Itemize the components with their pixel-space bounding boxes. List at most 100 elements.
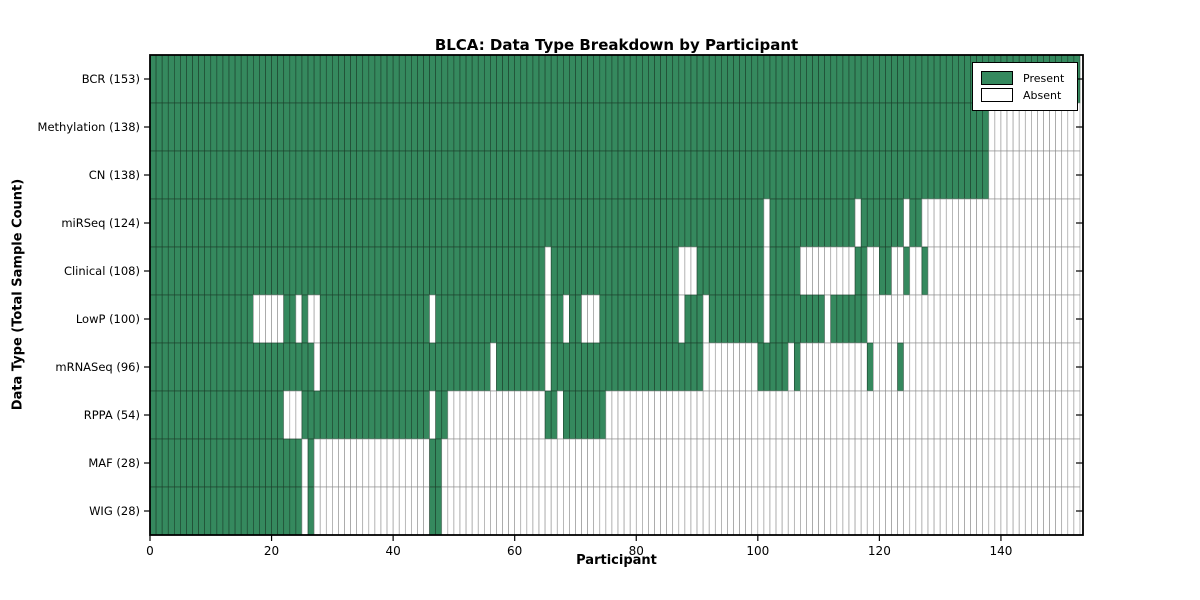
heatmap-cell xyxy=(708,390,716,440)
heatmap-cell xyxy=(617,342,625,392)
heatmap-cell xyxy=(496,294,503,344)
heatmap-cell xyxy=(721,150,728,200)
heatmap-cell xyxy=(246,342,254,392)
heatmap-cell xyxy=(575,102,582,152)
heatmap-cell xyxy=(216,342,224,392)
heatmap-cell xyxy=(836,198,844,248)
heatmap-cell xyxy=(751,198,759,248)
heatmap-cell xyxy=(186,54,193,104)
heatmap-cell xyxy=(818,54,825,104)
heatmap-cell xyxy=(982,342,990,392)
heatmap-cell xyxy=(654,246,661,296)
heatmap-cell xyxy=(964,198,971,248)
heatmap-cell xyxy=(544,390,552,440)
heatmap-cell xyxy=(775,342,783,392)
heatmap-cell xyxy=(417,102,424,152)
heatmap-cell xyxy=(629,150,637,200)
heatmap-cell xyxy=(477,342,485,392)
heatmap-cell xyxy=(927,390,935,440)
heatmap-cell xyxy=(259,342,266,392)
heatmap-cell xyxy=(398,342,406,392)
heatmap-cell xyxy=(593,150,601,200)
heatmap-cell xyxy=(642,486,649,536)
heatmap-cell xyxy=(866,342,874,392)
heatmap-cell xyxy=(496,246,503,296)
heatmap-cell xyxy=(952,102,959,152)
heatmap-cell xyxy=(569,294,576,344)
heatmap-cell xyxy=(1037,198,1044,248)
heatmap-cell xyxy=(648,102,655,152)
heatmap-cell xyxy=(696,342,704,392)
heatmap-cell xyxy=(775,486,783,536)
heatmap-cell xyxy=(787,246,795,296)
heatmap-cell xyxy=(708,198,716,248)
heatmap-cell xyxy=(629,54,637,104)
heatmap-cell xyxy=(970,438,977,488)
heatmap-cell xyxy=(666,438,674,488)
heatmap-cell xyxy=(678,342,686,392)
heatmap-cell xyxy=(1012,150,1020,200)
heatmap-cell xyxy=(538,390,546,440)
heatmap-cell xyxy=(939,102,947,152)
heatmap-cell xyxy=(526,150,534,200)
heatmap-cell xyxy=(271,438,278,488)
heatmap-cell xyxy=(708,54,716,104)
heatmap-cell xyxy=(174,246,181,296)
heatmap-cell xyxy=(1061,438,1069,488)
heatmap-cell xyxy=(575,54,582,104)
heatmap-cell xyxy=(386,198,394,248)
heatmap-cell xyxy=(149,438,157,488)
heatmap-cell xyxy=(526,486,534,536)
heatmap-cell xyxy=(684,390,692,440)
heatmap-cell xyxy=(976,486,984,536)
heatmap-cell xyxy=(800,438,807,488)
heatmap-cell xyxy=(398,438,406,488)
heatmap-cell xyxy=(581,246,588,296)
heatmap-cell xyxy=(459,486,467,536)
heatmap-cell xyxy=(319,390,327,440)
heatmap-cell xyxy=(842,486,850,536)
heatmap-cell xyxy=(727,390,734,440)
heatmap-cell xyxy=(459,198,467,248)
heatmap-cell xyxy=(447,102,455,152)
heatmap-cell xyxy=(605,246,613,296)
heatmap-cell xyxy=(259,486,266,536)
heatmap-cell xyxy=(921,102,929,152)
heatmap-cell xyxy=(611,390,619,440)
heatmap-cell xyxy=(1031,198,1038,248)
heatmap-cell xyxy=(417,150,424,200)
heatmap-cell xyxy=(635,198,643,248)
heatmap-cell xyxy=(161,198,169,248)
heatmap-cell xyxy=(866,150,874,200)
heatmap-cell xyxy=(994,390,1002,440)
heatmap-cell xyxy=(848,246,856,296)
heatmap-cell xyxy=(228,486,236,536)
heatmap-cell xyxy=(793,198,801,248)
heatmap-cell xyxy=(617,390,625,440)
heatmap-cell xyxy=(921,246,929,296)
heatmap-cell xyxy=(423,246,430,296)
heatmap-cell xyxy=(338,438,345,488)
heatmap-cell xyxy=(654,150,661,200)
heatmap-cell xyxy=(593,198,601,248)
heatmap-cell xyxy=(265,246,272,296)
heatmap-cell xyxy=(508,438,515,488)
heatmap-cell xyxy=(1067,150,1075,200)
heatmap-cell xyxy=(708,294,716,344)
heatmap-cell xyxy=(885,342,892,392)
heatmap-cell xyxy=(356,294,364,344)
heatmap-cell xyxy=(952,486,959,536)
heatmap-cell xyxy=(1043,438,1050,488)
heatmap-cell xyxy=(854,438,862,488)
heatmap-cell xyxy=(368,102,376,152)
heatmap-cell xyxy=(198,342,206,392)
heatmap-cell xyxy=(599,150,607,200)
heatmap-cell xyxy=(356,54,364,104)
heatmap-cell xyxy=(988,390,996,440)
heatmap-cell xyxy=(453,342,461,392)
heatmap-cell xyxy=(800,486,807,536)
heatmap-cell xyxy=(866,246,874,296)
heatmap-cell xyxy=(265,486,272,536)
heatmap-cell xyxy=(1031,246,1038,296)
heatmap-cell xyxy=(763,294,771,344)
